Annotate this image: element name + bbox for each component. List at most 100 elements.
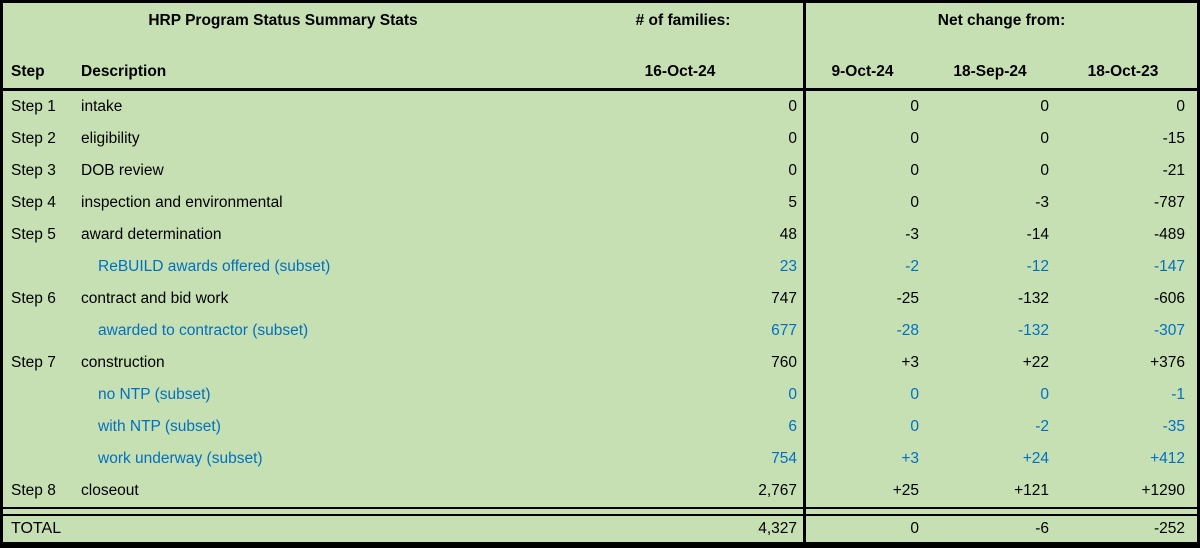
- families-count: 760: [771, 354, 797, 371]
- column-header-change-date-1: 9-Oct-24: [831, 63, 894, 80]
- change-since-18-oct-23: -147: [1153, 258, 1185, 275]
- step-cell: Step 5: [11, 226, 56, 243]
- step-cell: Step 6: [11, 290, 56, 307]
- change-since-18-oct-23: +412: [1150, 450, 1185, 467]
- change-since-9-oct: -3: [905, 226, 919, 243]
- description-cell: closeout: [81, 482, 139, 499]
- description-cell: intake: [81, 98, 123, 115]
- description-cell: no NTP (subset): [98, 386, 211, 403]
- double-rule-divider: [3, 507, 1197, 516]
- page-title: HRP Program Status Summary Stats: [148, 12, 418, 29]
- change-since-9-oct: 0: [910, 98, 919, 115]
- change-since-18-oct-23: -15: [1162, 130, 1185, 147]
- table-row: Step 4 inspection and environmental 5 0 …: [3, 187, 1197, 219]
- description-cell: DOB review: [81, 162, 164, 179]
- change-since-18-oct-23: -307: [1153, 322, 1185, 339]
- change-since-9-oct: +25: [892, 482, 919, 499]
- step-cell: Step 3: [11, 162, 56, 179]
- change-since-18-oct-23: -787: [1153, 194, 1185, 211]
- step-cell: [3, 443, 81, 475]
- families-count: 48: [779, 226, 797, 243]
- families-count: 6: [788, 418, 797, 435]
- change-since-9-oct: 0: [910, 194, 919, 211]
- header-band-top: HRP Program Status Summary Stats # of fa…: [3, 3, 1197, 49]
- change-since-18-oct-23: +1290: [1141, 482, 1185, 499]
- families-count: 747: [771, 290, 797, 307]
- change-since-9-oct: -2: [905, 258, 919, 275]
- table-row: Step 1 intake 0 0 0 0: [3, 91, 1197, 123]
- table-row-subset: work underway (subset) 754 +3 +24 +412: [3, 443, 1197, 475]
- change-since-9-oct: +3: [901, 450, 919, 467]
- total-change-since-18-oct-23: -252: [1153, 520, 1185, 537]
- total-change-since-9-oct: 0: [910, 520, 919, 537]
- change-since-18-sep: 0: [1040, 98, 1049, 115]
- table-row-subset: ReBUILD awards offered (subset) 23 -2 -1…: [3, 251, 1197, 283]
- change-since-9-oct: 0: [910, 386, 919, 403]
- families-section-label: # of families:: [635, 12, 731, 29]
- families-count: 5: [788, 194, 797, 211]
- change-since-18-oct-23: -35: [1162, 418, 1185, 435]
- change-since-18-oct-23: -1: [1171, 386, 1185, 403]
- description-cell: inspection and environmental: [81, 194, 283, 211]
- description-cell: construction: [81, 354, 165, 371]
- table-row: Step 7 construction 760 +3 +22 +376: [3, 347, 1197, 379]
- change-since-18-sep: +121: [1014, 482, 1049, 499]
- table-row: Step 3 DOB review 0 0 0 -21: [3, 155, 1197, 187]
- table-row-subset: awarded to contractor (subset) 677 -28 -…: [3, 315, 1197, 347]
- step-cell: Step 2: [11, 130, 56, 147]
- change-since-18-oct-23: 0: [1176, 98, 1185, 115]
- families-count: 677: [771, 322, 797, 339]
- table-row: Step 2 eligibility 0 0 0 -15: [3, 123, 1197, 155]
- change-since-18-sep: -3: [1035, 194, 1049, 211]
- total-families-count: 4,327: [758, 520, 797, 537]
- total-row: TOTAL 4,327 0 -6 -252: [3, 516, 1197, 542]
- change-since-9-oct: 0: [910, 162, 919, 179]
- table-row-subset: no NTP (subset) 0 0 0 -1: [3, 379, 1197, 411]
- families-count: 754: [771, 450, 797, 467]
- step-cell: Step 7: [11, 354, 56, 371]
- table-row-subset: with NTP (subset) 6 0 -2 -35: [3, 411, 1197, 443]
- description-cell: awarded to contractor (subset): [98, 322, 309, 339]
- change-since-18-sep: -2: [1035, 418, 1049, 435]
- description-cell: work underway (subset): [98, 450, 263, 467]
- description-cell: eligibility: [81, 130, 140, 147]
- change-since-18-oct-23: -606: [1153, 290, 1185, 307]
- description-cell: ReBUILD awards offered (subset): [98, 258, 331, 275]
- change-since-9-oct: +3: [901, 354, 919, 371]
- total-change-since-18-sep: -6: [1035, 520, 1049, 537]
- change-since-18-oct-23: -489: [1153, 226, 1185, 243]
- step-cell: [3, 411, 81, 443]
- change-since-9-oct: 0: [910, 418, 919, 435]
- net-change-section-label: Net change from:: [937, 12, 1066, 29]
- step-cell: [3, 379, 81, 411]
- change-since-18-sep: +24: [1022, 450, 1049, 467]
- change-since-18-sep: 0: [1040, 162, 1049, 179]
- step-cell: [3, 251, 81, 283]
- families-count: 0: [788, 386, 797, 403]
- table-row: Step 8 closeout 2,767 +25 +121 +1290: [3, 475, 1197, 507]
- description-cell: with NTP (subset): [98, 418, 221, 435]
- change-since-18-sep: -12: [1026, 258, 1049, 275]
- change-since-9-oct: -25: [896, 290, 919, 307]
- families-count: 0: [788, 130, 797, 147]
- families-count: 2,767: [758, 482, 797, 499]
- change-since-18-sep: -132: [1017, 290, 1049, 307]
- step-cell: Step 8: [11, 482, 56, 499]
- description-cell: contract and bid work: [81, 290, 229, 307]
- change-since-18-sep: 0: [1040, 130, 1049, 147]
- column-header-change-date-2: 18-Sep-24: [953, 63, 1027, 80]
- change-since-18-sep: +22: [1022, 354, 1049, 371]
- total-label: TOTAL: [11, 520, 62, 537]
- table-row: Step 5 award determination 48 -3 -14 -48…: [3, 219, 1197, 251]
- step-cell: [3, 315, 81, 347]
- families-count: 23: [779, 258, 797, 275]
- change-since-9-oct: -28: [896, 322, 919, 339]
- description-cell: award determination: [81, 226, 222, 243]
- column-header-description: Description: [81, 63, 167, 80]
- families-count: 0: [788, 162, 797, 179]
- change-since-18-sep: 0: [1040, 386, 1049, 403]
- column-header-current-date: 16-Oct-24: [644, 63, 716, 80]
- column-header-change-date-3: 18-Oct-23: [1087, 63, 1159, 80]
- change-since-18-oct-23: +376: [1150, 354, 1185, 371]
